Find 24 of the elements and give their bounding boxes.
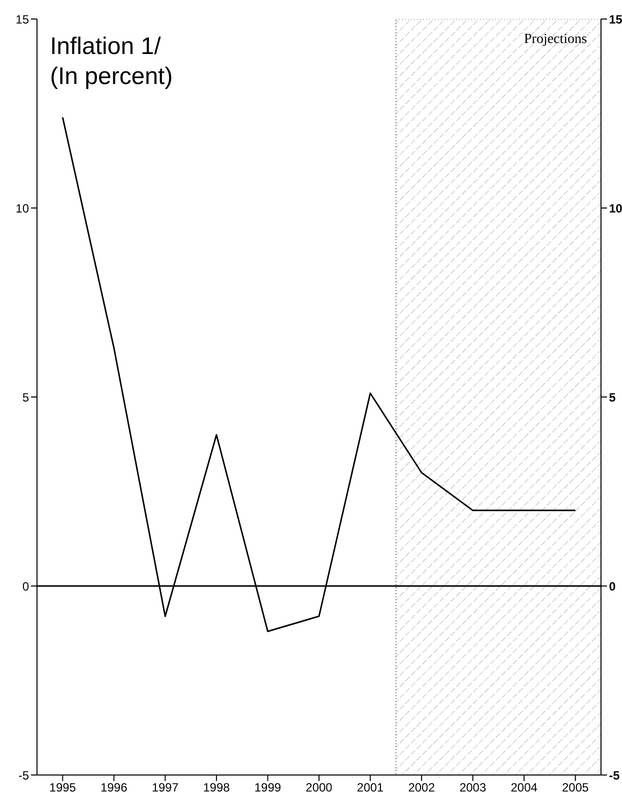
x-tick-label: 1998 [203, 780, 230, 793]
x-tick-label: 2001 [356, 780, 384, 793]
band-label: Projections [524, 32, 587, 47]
y2-tick-label: 5 [609, 390, 616, 404]
x-tick-label: 1997 [152, 780, 179, 793]
y2-tick-label: -5 [609, 768, 620, 782]
y2-tick-label: 0 [609, 579, 616, 594]
x-tick-label: 2002 [408, 780, 436, 793]
text: (In percent) [50, 62, 173, 92]
y-tick-label: 5 [22, 390, 30, 404]
x-tick-label: 1996 [100, 780, 128, 793]
y2-tick-label: 10 [609, 201, 622, 216]
x-tick-label: 1995 [49, 780, 76, 793]
y-tick-label: 0 [22, 579, 30, 594]
x-tick-label: 2000 [306, 780, 333, 793]
text: Inflation 1/ [50, 32, 162, 62]
y-tick-label: -5 [18, 768, 30, 782]
x-tick-label: 1999 [254, 780, 282, 793]
x-tick-label: 2004 [510, 780, 538, 793]
y-tick-label: 15 [16, 12, 30, 26]
y2-tick-label: 15 [609, 12, 622, 26]
y-tick-label: 10 [16, 201, 30, 216]
x-tick-label: 2005 [562, 780, 590, 793]
x-tick-label: 2003 [459, 780, 486, 793]
